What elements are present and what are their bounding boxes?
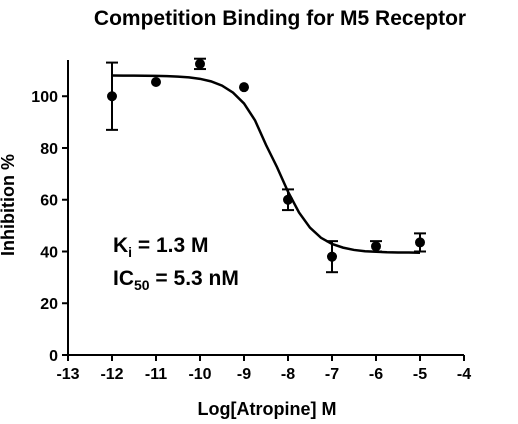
annotation-sub: i — [128, 244, 132, 260]
data-point — [283, 194, 293, 205]
x-tick-label: -6 — [369, 366, 383, 383]
y-tick-label: 40 — [40, 244, 58, 261]
y-tick-label: 0 — [49, 348, 58, 365]
x-tick-label: -4 — [457, 366, 471, 383]
y-tick-label: 60 — [40, 193, 58, 210]
data-point — [239, 82, 249, 93]
x-axis-label: Log[Atropine] M — [198, 399, 337, 419]
x-tick-label: -12 — [100, 366, 123, 383]
data-point — [415, 237, 425, 248]
x-tick-label: -5 — [413, 366, 427, 383]
annotation: Ki = 1.3 M — [113, 234, 209, 260]
y-tick-label: 20 — [40, 296, 58, 313]
fit-curve — [111, 74, 421, 255]
annotation-rest: = 5.3 nM — [150, 267, 239, 290]
annotation-main: K — [113, 234, 128, 257]
data-point — [195, 58, 205, 69]
y-tick-label: 80 — [40, 141, 58, 158]
annotation-main: IC — [113, 267, 134, 290]
annotation: IC50 = 5.3 nM — [113, 267, 239, 293]
annotation-sub: 50 — [134, 277, 150, 293]
x-tick-label: -13 — [56, 366, 79, 383]
data-point — [327, 251, 337, 262]
x-tick-label: -10 — [188, 366, 211, 383]
y-axis-label: Inhibition % — [0, 154, 18, 256]
chart-title: Competition Binding for M5 Receptor — [94, 7, 466, 30]
x-tick-label: -11 — [145, 366, 167, 383]
data-point — [371, 241, 381, 252]
y-tick-label: 100 — [31, 89, 58, 106]
data-point — [107, 91, 117, 102]
data-point — [151, 76, 161, 87]
x-tick-label: -7 — [325, 366, 339, 383]
x-tick-label: -9 — [237, 366, 251, 383]
annotation-rest: = 1.3 M — [132, 234, 208, 257]
x-tick-label: -8 — [281, 366, 295, 383]
